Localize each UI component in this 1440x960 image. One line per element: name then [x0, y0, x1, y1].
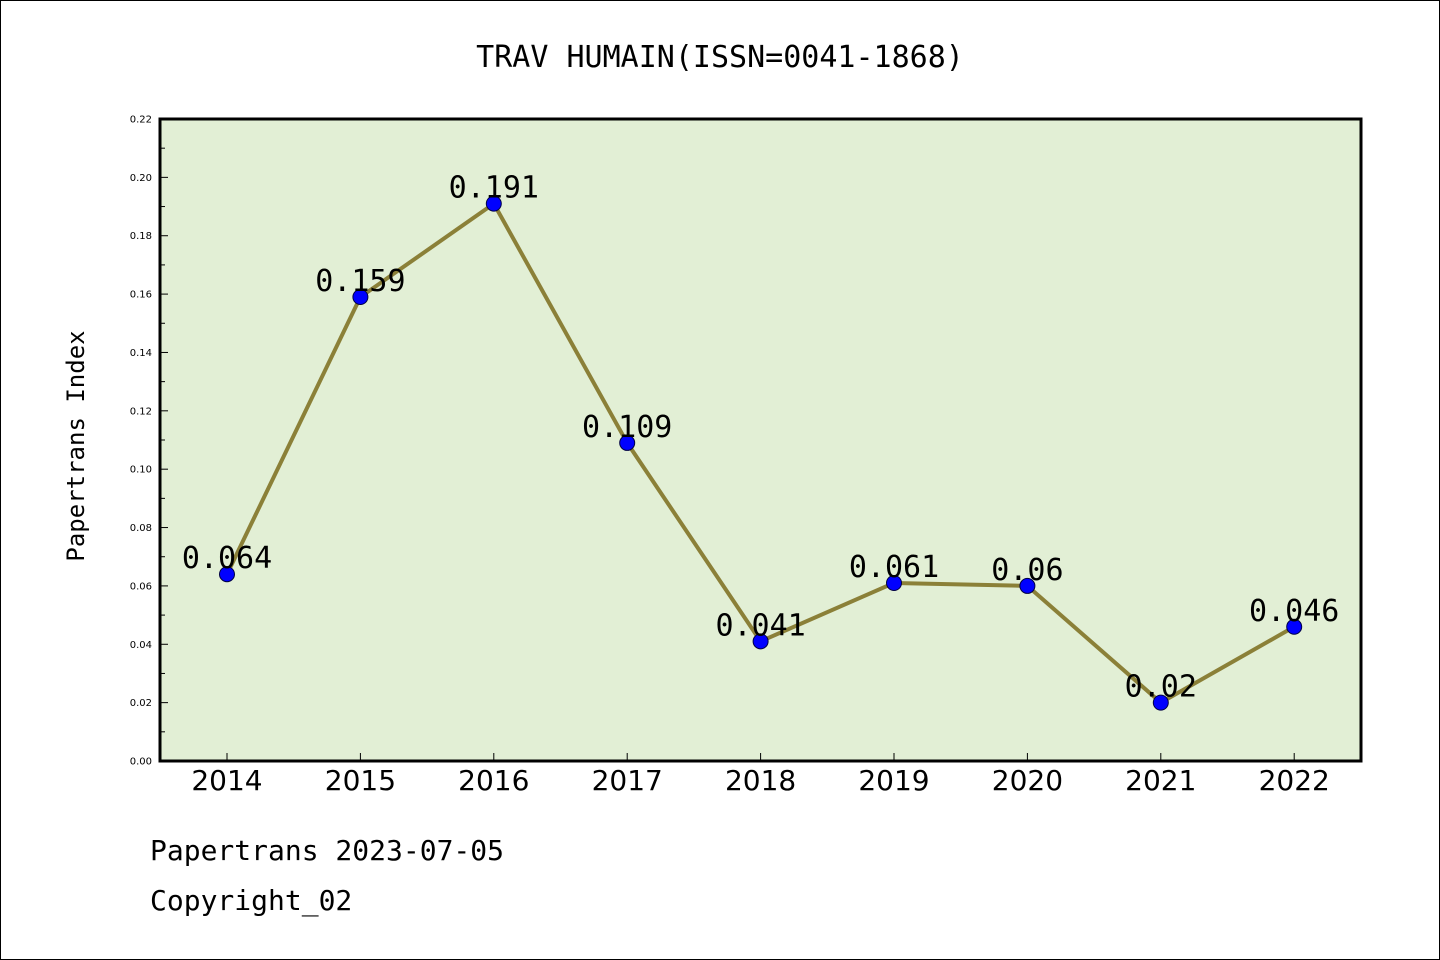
x-tick-label: 2018 [725, 764, 796, 797]
y-tick-label: 0.06 [130, 581, 152, 592]
x-tick-label: 2015 [325, 764, 396, 797]
data-label: 0.159 [315, 264, 405, 299]
y-axis-label: Papertrans Index [62, 330, 90, 561]
y-tick-label: 0.02 [130, 698, 152, 709]
data-point [352, 289, 369, 306]
data-point [619, 434, 636, 451]
data-point [1286, 618, 1303, 635]
footer-copyright-text: Copyright_02 [150, 884, 353, 917]
plot-area [158, 117, 1363, 763]
x-tick-label: 2022 [1259, 764, 1330, 797]
y-tick-label: 0.20 [130, 173, 152, 184]
data-point [1152, 694, 1169, 711]
y-tick-label: 0.16 [130, 290, 152, 301]
data-label: 0.191 [449, 171, 539, 206]
data-point [886, 574, 902, 591]
data-point [1019, 577, 1036, 594]
data-label: 0.064 [182, 541, 272, 576]
data-label: 0.041 [715, 608, 805, 643]
footer-date-text: Papertrans 2023-07-05 [150, 834, 505, 867]
y-tick-label: 0.14 [130, 348, 152, 359]
data-label: 0.061 [849, 550, 939, 585]
data-label: 0.02 [1125, 670, 1197, 705]
series-layer [219, 195, 1303, 711]
y-tick-label: 0.00 [130, 757, 152, 768]
data-label: 0.046 [1249, 594, 1339, 629]
y-tick-label: 0.22 [130, 115, 152, 126]
x-tick-label: 2017 [592, 764, 663, 797]
data-label: 0.109 [582, 410, 672, 445]
x-tick-label: 2019 [858, 764, 929, 797]
x-tick-label: 2014 [191, 764, 262, 797]
data-label: 0.06 [991, 553, 1063, 588]
x-tick-label: 2016 [458, 764, 529, 797]
data-point [752, 633, 769, 650]
x-tick-label: 2020 [992, 764, 1063, 797]
data-point [485, 195, 502, 212]
y-tick-label: 0.04 [130, 640, 152, 651]
y-tick-label: 0.18 [130, 231, 152, 242]
x-tick-label: 2021 [1125, 764, 1196, 797]
x-axis: 2014 2015 2016 2017 2018 2019 2020 2021 2022 [191, 753, 1330, 797]
y-tick-label: 0.10 [130, 465, 152, 476]
y-tick-label: 0.12 [130, 406, 152, 417]
chart-title: TRAV HUMAIN(ISSN=0041-1868) [476, 40, 964, 75]
y-axis: 0.00 0.02 0.04 0.06 0.08 0.10 0.12 0.14 0.16 0.18… [130, 115, 168, 768]
data-labels: 0.064 0.159 0.191 0.109 0.041 0.061 0.06 0.02 0.… [182, 171, 1340, 705]
y-tick-label: 0.08 [130, 523, 152, 534]
data-point [219, 566, 235, 583]
